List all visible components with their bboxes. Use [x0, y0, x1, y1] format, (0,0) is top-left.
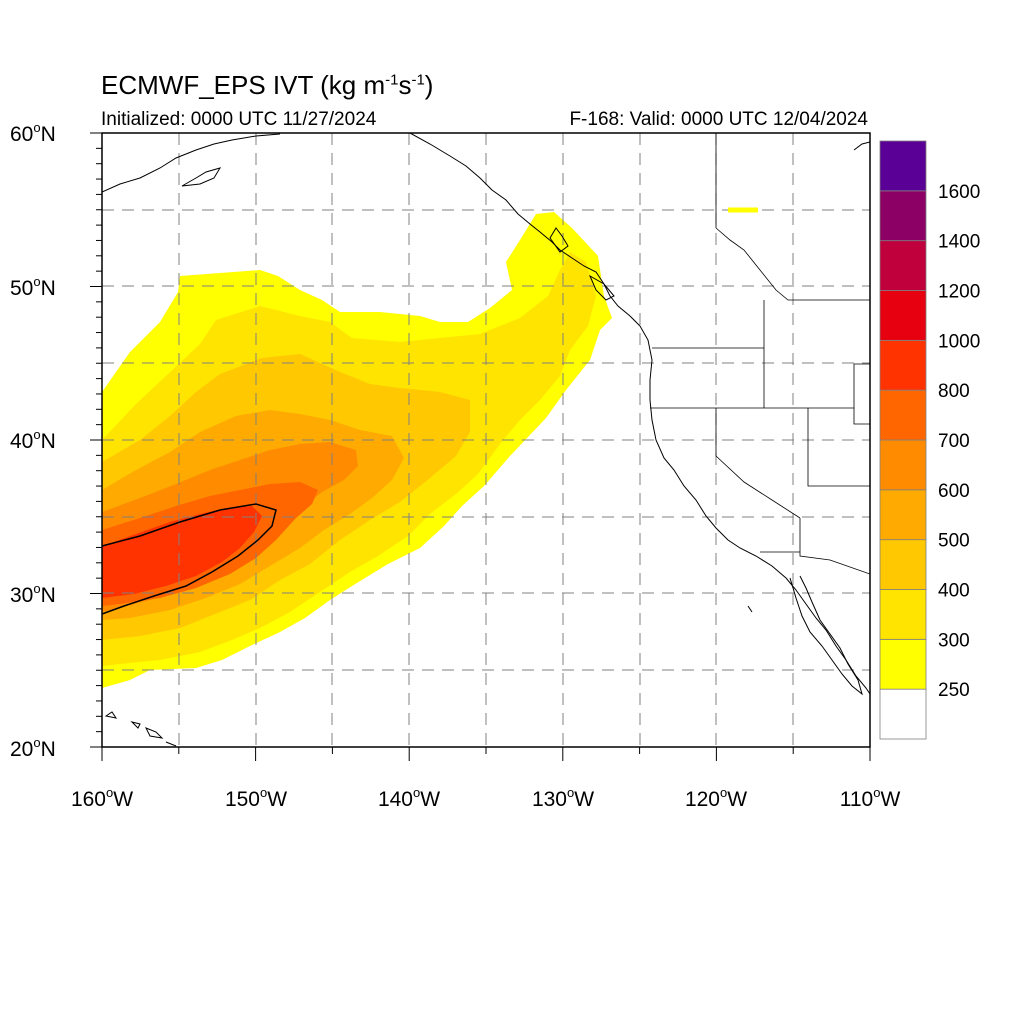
colorbar-label: 1400 — [938, 232, 980, 253]
axis-ticks — [90, 132, 871, 761]
colorbar-label: 700 — [938, 431, 970, 452]
colorbar-label: 1000 — [938, 331, 980, 352]
lat-label-20: 20oN — [10, 735, 56, 761]
lat-labels: 60oN 50oN 40oN 30oN 20oN — [10, 120, 56, 761]
colorbar-label: 1200 — [938, 282, 980, 303]
colorbar-swatch — [879, 589, 927, 640]
lat-label-40: 40oN — [10, 427, 56, 453]
lon-labels: 160oW 150oW 140oW 130oW 120oW 110oW — [71, 785, 901, 811]
colorbar-label: 300 — [938, 630, 970, 651]
colorbar-swatch — [879, 190, 927, 242]
colorbar-swatch — [879, 638, 927, 690]
colorbar-label: 1600 — [938, 182, 980, 203]
map-title: ECMWF_EPS IVT (kg m-1s-1) — [101, 70, 434, 100]
colorbar-swatch — [879, 489, 927, 541]
ivt-field — [102, 212, 612, 688]
colorbar-swatch — [879, 539, 927, 590]
lon-label-150: 150oW — [225, 785, 287, 811]
lon-label-140: 140oW — [378, 785, 440, 811]
lat-label-60: 60oN — [10, 120, 56, 146]
colorbar-label: 400 — [938, 581, 970, 602]
colorbar-label: 800 — [938, 381, 970, 402]
colorbar-swatch — [879, 339, 927, 391]
coastlines — [102, 133, 870, 747]
lat-label-50: 50oN — [10, 274, 56, 300]
ivt-contour-800 — [102, 506, 262, 598]
colorbar-swatch — [879, 688, 927, 740]
lat-label-30: 30oN — [10, 581, 56, 607]
state-borders — [650, 133, 870, 575]
colorbar-label: 500 — [938, 531, 970, 552]
initialized-time: Initialized: 0000 UTC 11/27/2024 — [101, 109, 377, 130]
colorbar-swatch — [879, 140, 927, 192]
lon-label-130: 130oW — [532, 785, 594, 811]
ivt-1000-contour-line — [101, 503, 277, 615]
colorbar-swatch — [879, 290, 927, 341]
lon-label-120: 120oW — [685, 785, 747, 811]
colorbar-label: 250 — [938, 680, 970, 701]
colorbar: 250 300 400 500 600 700 800 1000 1200 1400 1600 — [879, 140, 980, 740]
valid-time: F-168: Valid: 0000 UTC 12/04/2024 — [569, 109, 868, 130]
colorbar-label: 600 — [938, 481, 970, 502]
lon-label-110: 110oW — [840, 785, 901, 811]
colorbar-swatch — [879, 240, 927, 291]
lat-lon-grid — [102, 133, 870, 747]
lon-label-160: 160oW — [71, 785, 133, 811]
colorbar-swatch — [879, 439, 927, 491]
colorbar-swatch — [879, 389, 927, 441]
